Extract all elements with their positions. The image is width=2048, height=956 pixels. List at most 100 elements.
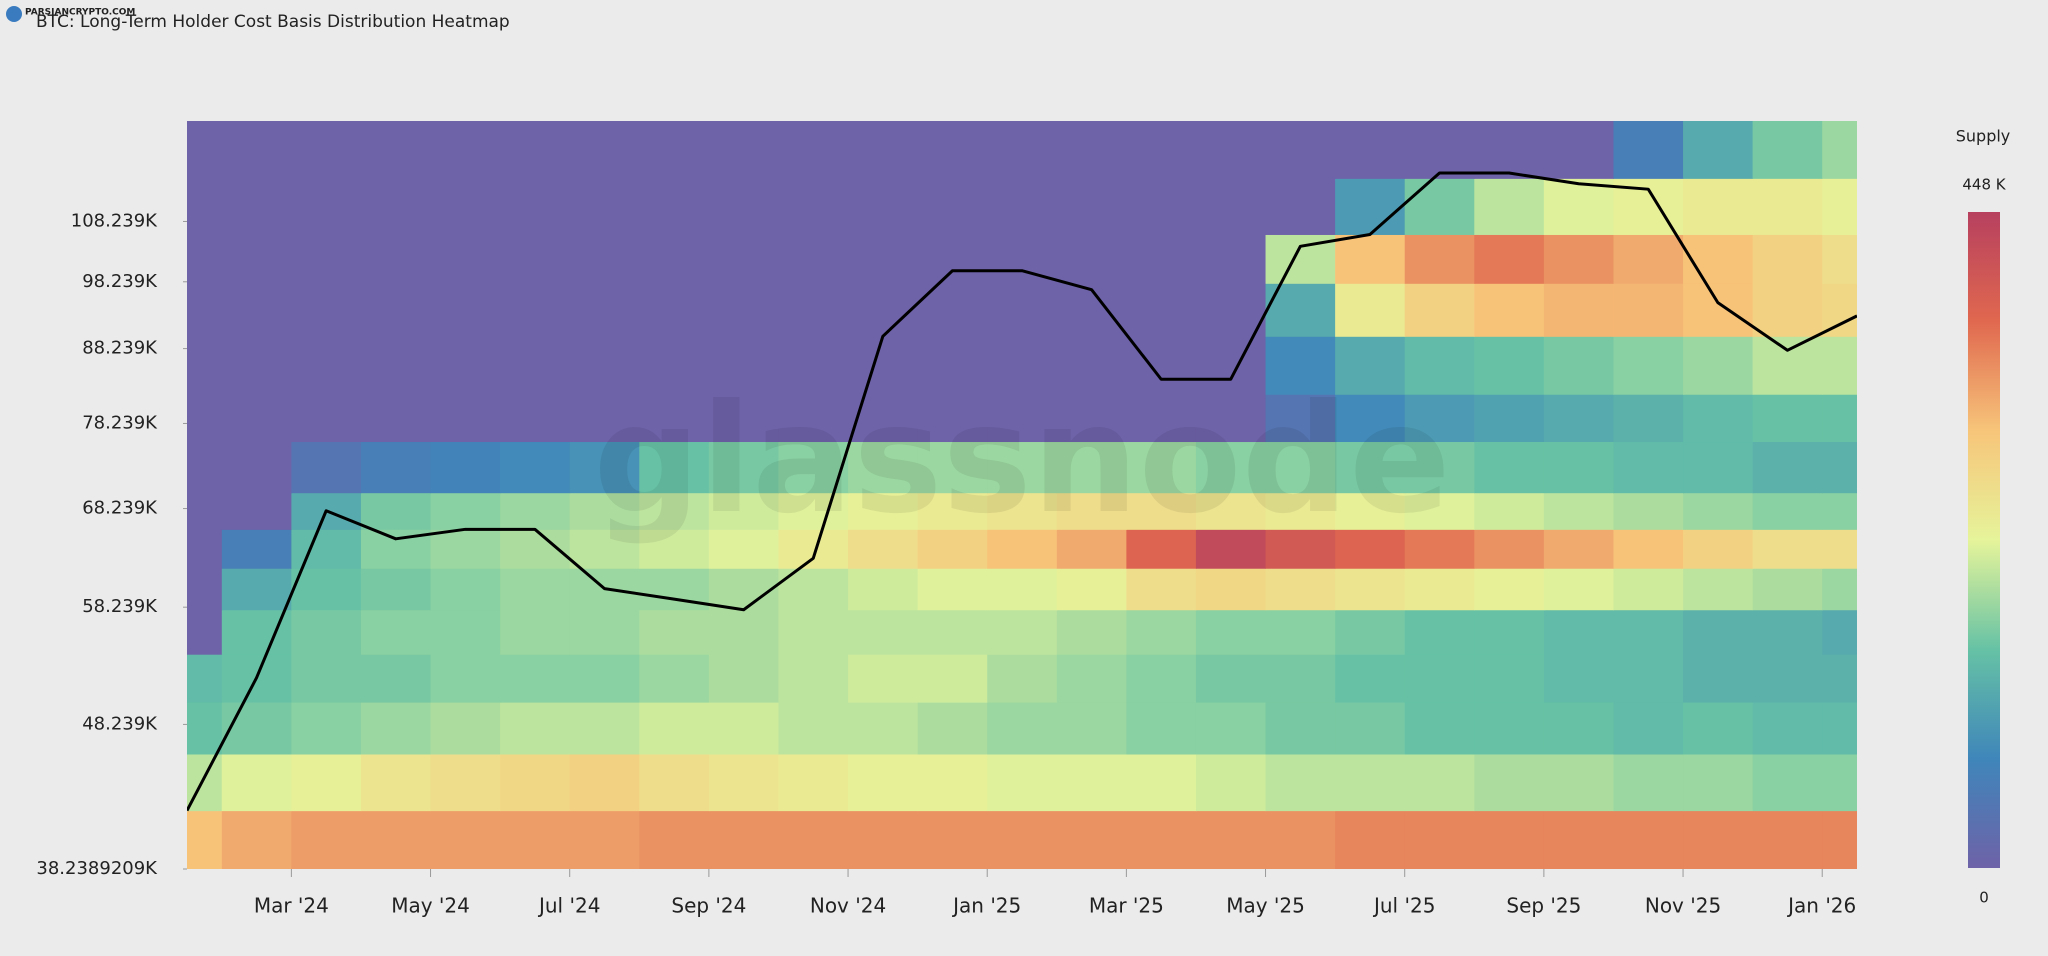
heat-cell <box>1822 810 1857 869</box>
heat-cell <box>1613 654 1684 703</box>
x-tick-label: Nov '25 <box>1645 894 1721 918</box>
heat-cell <box>917 394 988 443</box>
heat-cell <box>430 394 501 443</box>
heat-cell <box>187 283 223 337</box>
heat-cell <box>1056 394 1127 443</box>
heat-cell <box>360 394 432 443</box>
heat-cell <box>1056 609 1127 655</box>
heat-cell <box>291 283 362 337</box>
x-tick-label: Jul '25 <box>1372 894 1435 918</box>
heat-cell <box>1822 283 1857 337</box>
heat-cell <box>1126 283 1197 337</box>
heat-cell <box>360 336 432 395</box>
heat-cell <box>1613 568 1684 611</box>
colorbar-title: Supply <box>1956 127 2011 146</box>
heat-cell <box>500 492 571 530</box>
heat-cell <box>1056 336 1127 395</box>
heat-cell <box>221 702 292 755</box>
heat-cell <box>1126 441 1197 494</box>
heat-cell <box>917 702 988 755</box>
heat-cell <box>778 121 849 179</box>
heat-cell <box>360 609 432 655</box>
heat-cell <box>291 609 362 655</box>
heat-cell <box>1752 178 1823 235</box>
y-tick-label: 58.239K <box>82 596 158 617</box>
heat-cell <box>1335 753 1406 812</box>
heat-cell <box>708 609 779 655</box>
heat-cell <box>917 178 988 235</box>
heat-cell <box>1195 609 1267 655</box>
heat-cell <box>360 283 432 337</box>
heat-cell <box>987 492 1058 530</box>
heat-cell <box>1683 336 1754 395</box>
heat-cell <box>778 609 849 655</box>
heat-cell <box>708 336 779 395</box>
price-line <box>187 171 1857 812</box>
heat-cell <box>1195 441 1267 494</box>
heat-cell <box>1474 810 1545 869</box>
heat-cell <box>848 121 919 179</box>
heat-cell <box>639 810 710 869</box>
heat-cell <box>1752 441 1823 494</box>
heat-cell <box>187 336 223 395</box>
heat-cell <box>917 234 988 284</box>
heat-cell <box>848 234 919 284</box>
heat-cell <box>1752 753 1823 812</box>
heat-cell <box>1335 702 1406 755</box>
heat-cell <box>500 810 571 869</box>
heat-cell <box>1683 654 1754 703</box>
heat-cell <box>1265 492 1336 530</box>
heat-cell <box>917 654 988 703</box>
heat-cell <box>360 492 432 530</box>
x-tick-label: Jul '24 <box>537 894 600 918</box>
heat-cell <box>430 753 501 812</box>
logo-icon <box>6 6 22 22</box>
heat-cell <box>1126 394 1197 443</box>
heat-cell <box>848 441 919 494</box>
heat-cell <box>1752 654 1823 703</box>
heat-cell <box>1613 394 1684 443</box>
y-tick-label: 108.239K <box>71 210 158 231</box>
heat-cell <box>987 702 1058 755</box>
heat-cell <box>291 568 362 611</box>
heat-cell <box>569 394 640 443</box>
heat-cell <box>639 753 710 812</box>
heat-cell <box>500 609 571 655</box>
heat-cell <box>1474 121 1545 179</box>
heat-cell <box>708 283 779 337</box>
heat-cell <box>360 568 432 611</box>
heat-cell <box>1752 234 1823 284</box>
heat-cell <box>1683 283 1754 337</box>
heat-cell <box>569 810 640 869</box>
heat-cell <box>1543 336 1614 395</box>
heat-cell <box>500 234 571 284</box>
heat-cell <box>430 336 501 395</box>
x-tick-label: Sep '25 <box>1506 894 1581 918</box>
heat-cell <box>1543 121 1614 179</box>
heat-cell <box>187 609 223 655</box>
heat-cell <box>639 394 710 443</box>
heat-cell <box>848 568 919 611</box>
heat-cell <box>708 394 779 443</box>
heat-cell <box>1195 753 1267 812</box>
heat-cell <box>1056 492 1127 530</box>
heat-cell <box>430 283 501 337</box>
heatmap <box>187 121 1857 869</box>
heat-cell <box>187 492 223 530</box>
heat-cell <box>708 529 779 569</box>
heat-cell <box>291 121 362 179</box>
heat-cell <box>291 234 362 284</box>
heat-cell <box>360 234 432 284</box>
heat-cell <box>848 702 919 755</box>
heat-cell <box>221 441 292 494</box>
heat-cell <box>1613 121 1684 179</box>
heat-cell <box>1126 609 1197 655</box>
heat-cell <box>187 121 223 179</box>
heat-cell <box>639 178 710 235</box>
heat-cell <box>848 753 919 812</box>
heat-cell <box>291 394 362 443</box>
heat-cell <box>1056 753 1127 812</box>
heat-cell <box>569 336 640 395</box>
heat-cell <box>917 121 988 179</box>
heat-cell <box>1195 810 1267 869</box>
